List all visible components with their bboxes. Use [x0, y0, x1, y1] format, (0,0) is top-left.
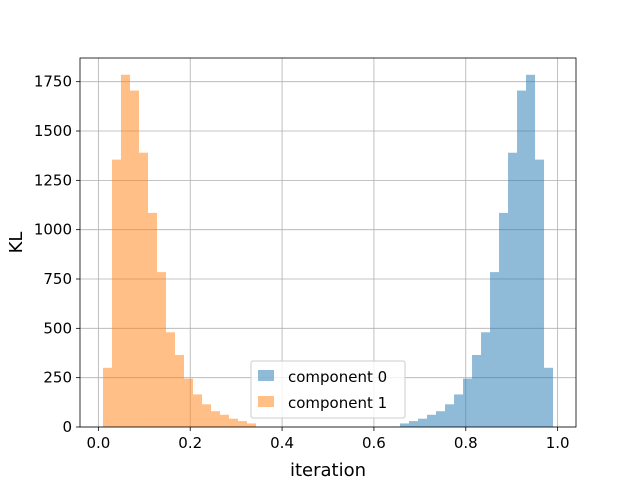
- y-tick-label: 1500: [34, 122, 72, 140]
- bar-component-0: [508, 152, 518, 427]
- bar-component-1: [111, 159, 121, 428]
- legend-label-component-0: component 0: [288, 368, 387, 386]
- legend-label-component-1: component 1: [288, 394, 387, 412]
- histogram-bars: [102, 74, 554, 428]
- y-axis-label: KL: [6, 232, 27, 254]
- bar-component-1: [219, 414, 229, 427]
- bar-component-0: [463, 378, 473, 427]
- legend-swatch-component-1: [258, 396, 274, 407]
- bar-component-0: [400, 423, 410, 427]
- bar-component-0: [499, 212, 509, 427]
- bar-component-0: [490, 272, 500, 427]
- y-tick-label: 1750: [34, 73, 72, 91]
- bar-component-1: [183, 378, 193, 427]
- x-tick-label: 0.2: [178, 434, 202, 452]
- bar-component-0: [418, 418, 428, 427]
- y-tick-label: 0: [62, 418, 72, 436]
- bar-component-1: [174, 354, 184, 427]
- bar-component-1: [192, 394, 202, 427]
- bar-component-0: [427, 414, 437, 427]
- bar-component-0: [445, 404, 455, 427]
- bar-component-0: [472, 354, 482, 427]
- grid-lines: [80, 58, 576, 428]
- y-tick-label: 1250: [34, 171, 72, 189]
- bar-component-1: [201, 404, 211, 427]
- bar-component-1: [246, 423, 256, 427]
- y-tick-label: 500: [43, 319, 72, 337]
- bar-component-1: [228, 418, 238, 427]
- plot-frame: [79, 57, 577, 428]
- bar-component-1: [165, 332, 175, 427]
- bar-component-0: [481, 332, 491, 427]
- bar-component-1: [102, 367, 112, 427]
- bar-component-1: [210, 411, 220, 427]
- bar-component-1: [129, 90, 139, 427]
- y-tick-label: 250: [43, 369, 72, 387]
- x-tick-label: 0.6: [362, 434, 386, 452]
- bar-component-1: [147, 212, 157, 427]
- y-tick-label: 750: [43, 270, 72, 288]
- bar-component-0: [454, 394, 464, 427]
- bar-component-0: [535, 159, 545, 428]
- bar-component-0: [517, 90, 527, 427]
- x-tick-label: 0.0: [86, 434, 110, 452]
- y-tick-label: 1000: [34, 221, 72, 239]
- x-tick-label: 0.8: [454, 434, 478, 452]
- bar-component-1: [237, 421, 247, 427]
- bar-component-0: [409, 421, 419, 427]
- x-axis-label: iteration: [290, 460, 366, 480]
- bar-component-1: [156, 272, 166, 427]
- legend-swatch-component-0: [258, 370, 274, 381]
- legend: component 0 component 1: [250, 360, 406, 419]
- x-tick-label: 0.4: [270, 434, 294, 452]
- bar-component-0: [436, 411, 446, 427]
- bar-component-0: [544, 367, 554, 427]
- bar-component-0: [526, 74, 536, 427]
- bar-component-1: [120, 74, 130, 427]
- axis-ticks: 0.0 0.2 0.4 0.6 0.8 1.0 0 250 500 750 1000 1250 1500…: [34, 73, 570, 452]
- legend-box: [250, 360, 406, 419]
- bar-component-1: [138, 152, 148, 427]
- x-tick-label: 1.0: [546, 434, 570, 452]
